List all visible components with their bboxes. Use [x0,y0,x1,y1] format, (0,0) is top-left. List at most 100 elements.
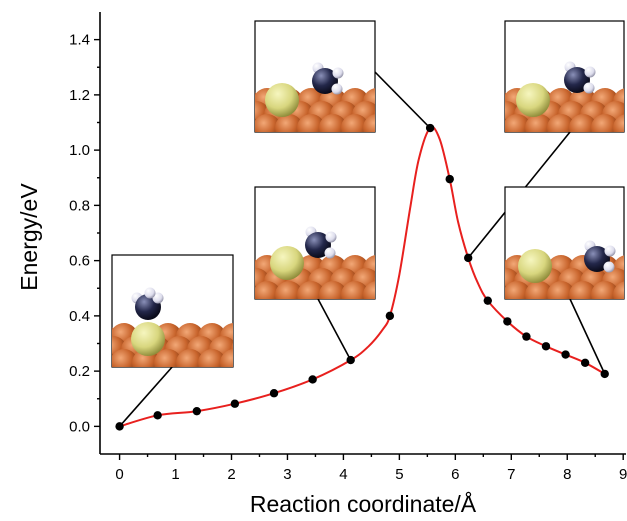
y-tick-label: 0.2 [69,363,90,380]
hydrogen-atom [324,247,336,259]
copper-atom [198,349,226,367]
copper-atom [505,281,531,299]
copper-atom [363,114,375,132]
hydrogen-atom [144,287,156,299]
data-point [561,350,570,359]
data-point [483,296,492,305]
data-points [115,123,609,431]
data-point [385,311,395,321]
x-tick-label: 3 [283,466,291,483]
y-axis-title: Energy/eV [16,183,42,291]
hydrogen-atom [603,261,615,273]
data-point [445,174,454,184]
x-axis: 0 1 2 3 4 5 6 7 8 9 [100,453,627,483]
y-tick-label: 0.0 [69,418,90,435]
sulfur-atom [265,83,299,117]
data-point [600,369,609,379]
x-tick-label: 7 [507,466,515,483]
data-point [269,389,279,398]
copper-atom [220,349,233,367]
copper-atom [341,281,369,299]
copper-atom [297,114,325,132]
y-tick-label: 1.0 [69,142,90,159]
data-point [464,253,473,263]
copper-atom [154,349,182,367]
sulfur-atom [131,322,165,356]
data-point [230,399,240,408]
y-tick-label: 1.4 [69,32,90,49]
copper-atom [569,114,597,132]
transition-state-inset [254,20,376,133]
data-point [346,355,355,365]
data-point [541,342,551,351]
hydrogen-atom [584,66,596,78]
copper-atom [275,114,303,132]
x-axis-title: Reaction coordinate/Å [250,490,477,517]
copper-atom [374,109,375,121]
intermediate-2-inset [504,20,625,133]
x-tick-label: 5 [395,466,403,483]
hydrogen-atom [325,231,337,243]
y-tick-label: 1.2 [69,87,90,104]
intermediate-1-inset [254,186,376,300]
copper-atom [341,114,369,132]
copper-atom [363,281,375,299]
initial-state-leader [118,365,174,427]
x-tick-label: 0 [115,466,123,483]
transition-state-leader [374,71,431,129]
nitrogen-atom [312,68,338,94]
copper-atom [547,281,575,299]
x-tick-label: 1 [171,466,179,483]
nitrogen-atom [584,246,610,272]
structure-insets [111,20,625,368]
data-point [580,358,590,368]
hydrogen-atom [332,67,344,79]
data-point [503,317,512,326]
copper-atom [112,349,138,367]
copper-atom [613,114,624,132]
copper-atom [319,114,347,132]
data-point [308,375,317,384]
final-state-inset [504,186,625,300]
x-tick-label: 2 [227,466,235,483]
x-tick-label: 8 [563,466,571,483]
copper-atom [231,342,233,358]
copper-atom [591,281,619,299]
final-state-leader [569,298,606,375]
copper-atom [569,281,597,299]
copper-atom [591,114,619,132]
nitrogen-atom [305,232,331,258]
intermediate-1-leader [317,298,352,361]
x-tick-label: 9 [619,466,627,483]
sulfur-atom [270,246,304,280]
y-axis: 0.0 0.2 0.4 0.6 0.8 1.0 1.2 1.4 [69,12,101,454]
data-point [115,422,124,431]
hydrogen-atom [331,83,343,95]
copper-atom [505,114,531,132]
y-tick-label: 0.4 [69,308,90,325]
hydrogen-atom [583,82,595,94]
plot-area: 0.0 0.2 0.4 0.6 0.8 1.0 1.2 1.4 0 1 2 3 4 5 6 7 8 9 [69,12,627,483]
data-point [153,411,162,420]
copper-atom [255,114,281,132]
y-tick-label: 0.8 [69,197,90,214]
data-point [522,332,531,341]
hydrogen-atom [604,245,616,257]
data-point [425,123,435,133]
copper-atom [547,114,575,132]
copper-atom [525,281,553,299]
sulfur-atom [516,83,550,117]
data-point [192,406,202,416]
copper-atom [613,281,624,299]
copper-atom [319,281,347,299]
y-tick-label: 0.6 [69,253,90,270]
nitrogen-atom [564,67,590,93]
hydrogen-atom [152,292,164,304]
initial-state-inset [111,254,234,368]
copper-atom [525,114,553,132]
sulfur-atom [518,249,552,283]
copper-atom [255,281,281,299]
copper-atom [176,349,204,367]
x-tick-label: 4 [339,466,347,483]
